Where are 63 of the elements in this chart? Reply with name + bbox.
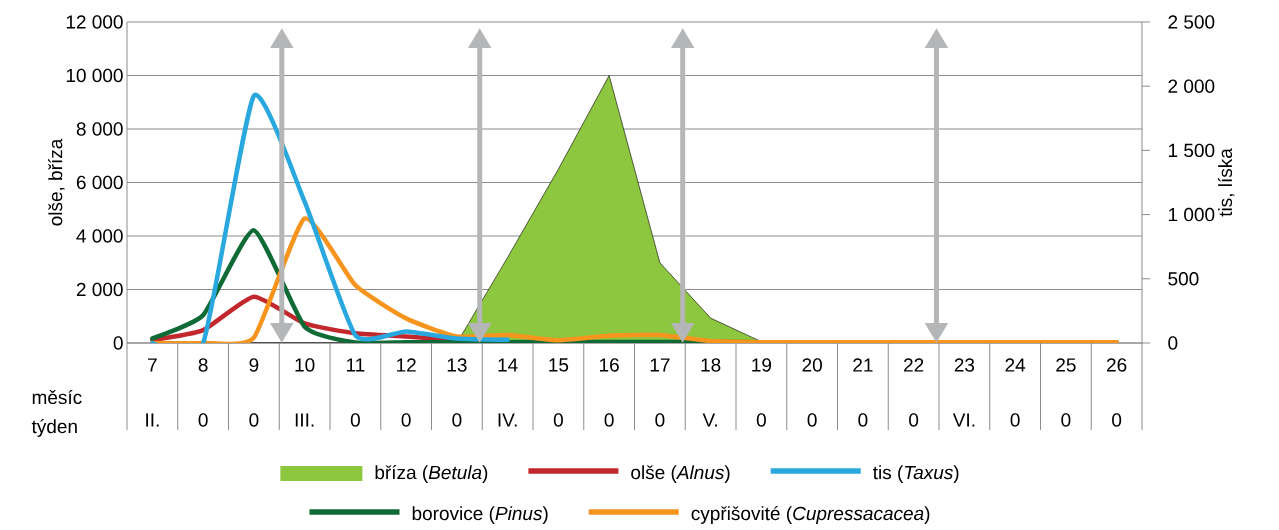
text: 0 — [1010, 413, 1020, 427]
y-tick-label: 8 000 — [76, 122, 123, 136]
x-tick-label: 10 — [295, 358, 315, 372]
text: 0 — [756, 413, 766, 427]
x-tick-label: 12 — [397, 358, 416, 372]
x-tick-label: 17 — [650, 358, 670, 372]
legend-label: borovice (Pinus) — [412, 506, 548, 524]
text: 0 — [553, 413, 563, 427]
legend-label: bříza (Betula) — [375, 465, 488, 483]
y-axis-title: olše, bříza — [48, 138, 65, 226]
x-tick-label: 26 — [1107, 358, 1127, 372]
x-tick-label: 13 — [447, 358, 467, 372]
y-tick-label: 2 000 — [76, 282, 123, 297]
text: 0 — [909, 413, 919, 427]
y2-tick-label: 500 — [1168, 272, 1199, 286]
text: 0 — [1061, 413, 1071, 427]
text: III. — [295, 413, 314, 427]
x-tick-label: 19 — [752, 358, 772, 372]
x-tick-label: 16 — [600, 358, 619, 372]
text: 0 — [452, 413, 462, 427]
y-tick-label: 6 000 — [76, 175, 123, 190]
legend-label: cypřišovité (Cupressacacea) — [691, 506, 930, 524]
text: 0 — [858, 413, 868, 427]
y-tick-label: 10 000 — [66, 68, 123, 83]
y2-tick-label: 2 500 — [1168, 15, 1215, 29]
x-tick-label: 15 — [549, 358, 569, 372]
text: 0 — [1112, 413, 1122, 427]
y-tick-label: 12 000 — [66, 15, 123, 29]
legend-label: tis (Taxus) — [873, 465, 959, 483]
x-tick-label: 21 — [853, 358, 873, 372]
line-series — [150, 93, 510, 343]
x-tick-label: 25 — [1056, 358, 1076, 372]
x-tick-label: 20 — [802, 358, 822, 372]
x-tick-label: 24 — [1005, 358, 1026, 372]
text: V. — [702, 413, 718, 427]
y2-tick-label: 1 500 — [1168, 143, 1215, 158]
y2-tick-label: 0 — [1168, 336, 1178, 350]
y2-tick-label: 1 000 — [1168, 207, 1215, 222]
x-tick-label: 14 — [498, 358, 518, 372]
y-tick-label: 0 — [113, 336, 123, 350]
text: 0 — [350, 413, 360, 427]
text: 0 — [198, 413, 208, 427]
y2-tick-label: 2 000 — [1168, 79, 1215, 93]
text: II. — [146, 413, 159, 427]
text: 0 — [655, 413, 665, 427]
text: 0 — [604, 413, 614, 427]
text: měsíc — [32, 389, 82, 405]
x-tick-label: 18 — [701, 358, 721, 372]
text: 0 — [401, 413, 411, 427]
x-tick-label: 22 — [904, 358, 924, 372]
text: IV. — [498, 413, 517, 427]
x-tick-label: 9 — [249, 358, 259, 372]
text: VI. — [952, 413, 975, 427]
y-tick-label: 4 000 — [76, 229, 123, 243]
x-tick-label: 23 — [954, 358, 975, 372]
text: 0 — [807, 413, 817, 427]
x-tick-label: 7 — [148, 358, 157, 372]
x-tick-label: 8 — [198, 358, 208, 372]
text: týden — [31, 419, 77, 437]
y2-axis-title: tis, líska — [1217, 148, 1235, 217]
x-tick-label: 11 — [346, 358, 365, 372]
text: 0 — [249, 413, 259, 427]
legend-label: olše (Alnus) — [631, 465, 730, 483]
